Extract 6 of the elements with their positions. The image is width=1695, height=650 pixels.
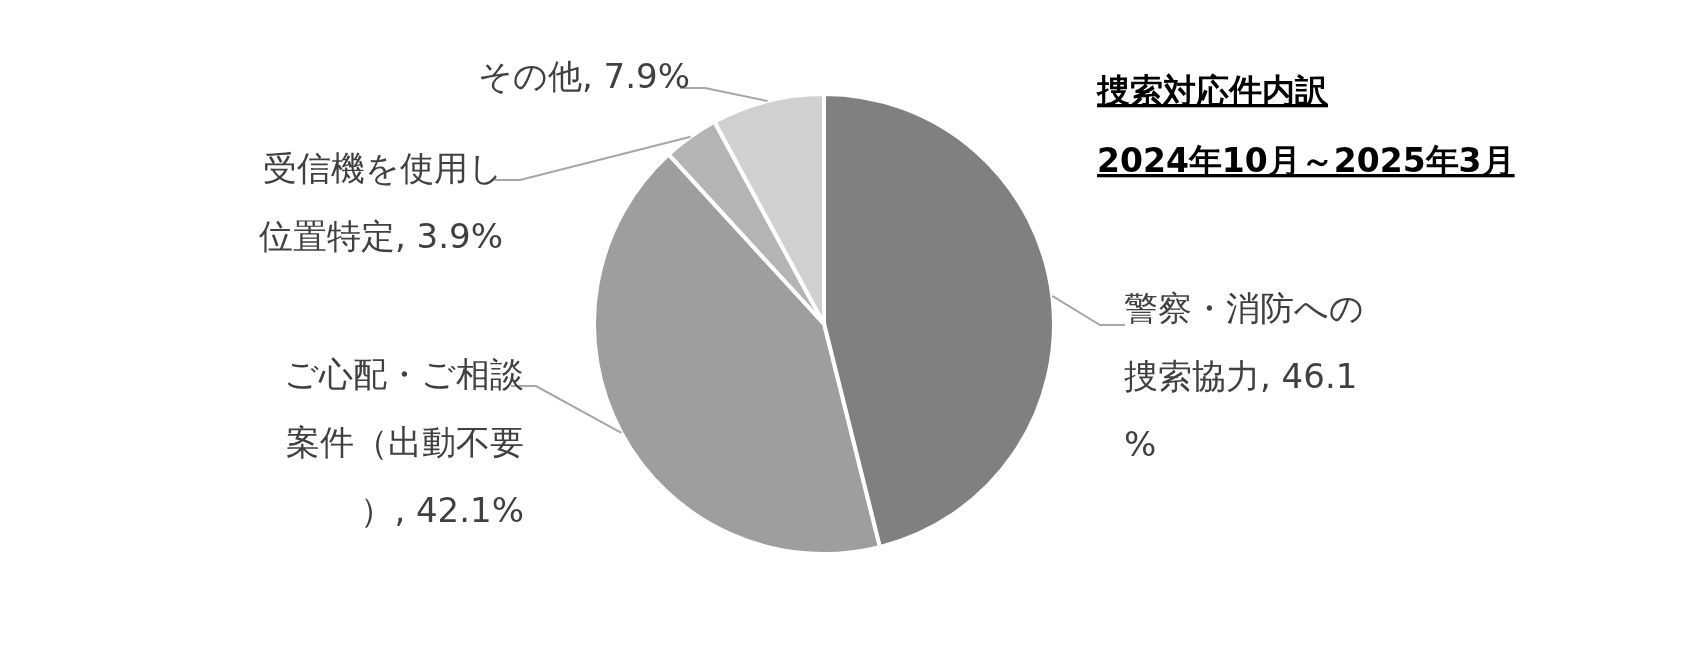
slice-label: その他, 7.9% <box>478 56 690 96</box>
text: 2024年10月～2025年3月 <box>1097 141 1515 180</box>
chart-title: 捜索対応件内訳 <box>1096 71 1329 110</box>
slice-label: 受信機を使用し位置特定, 3.9% <box>259 148 503 256</box>
slice-label: ご心配・ご相談案件（出動不要）, 42.1% <box>284 354 524 530</box>
slice-label: 警察・消防への捜索協力, 46.1% <box>1124 288 1364 464</box>
